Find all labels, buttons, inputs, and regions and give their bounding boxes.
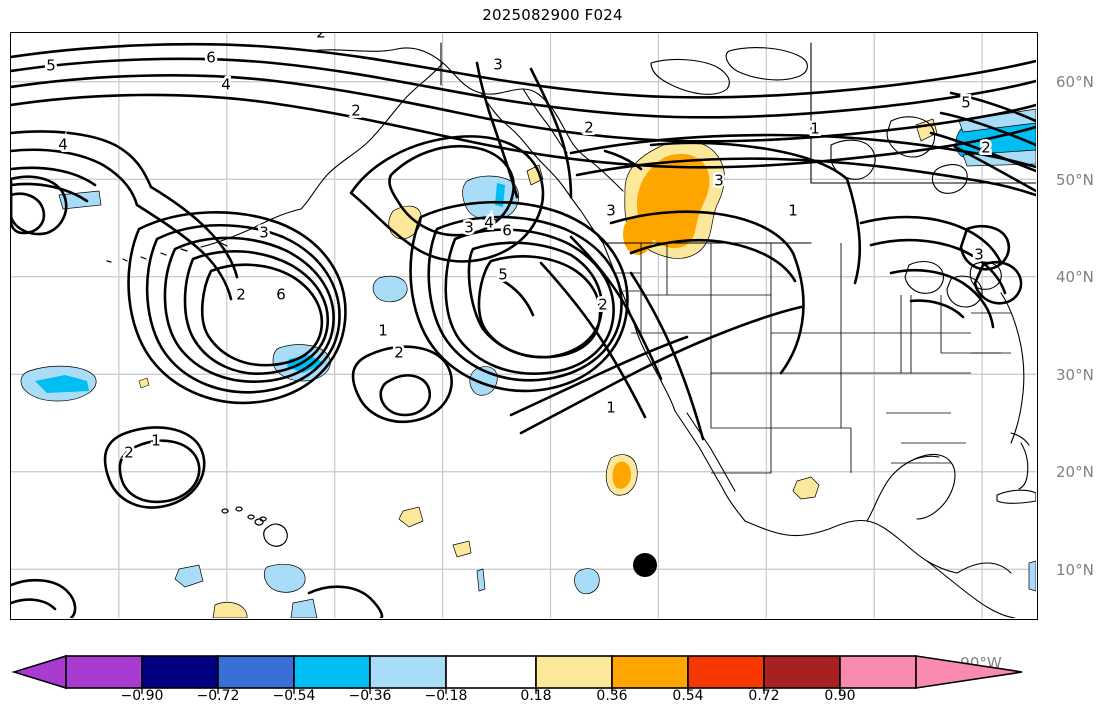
svg-text:4: 4 <box>221 76 231 94</box>
svg-text:3: 3 <box>259 224 269 242</box>
lat-label-10n: 10°N <box>1056 561 1094 579</box>
shade-s-yellow2 <box>452 540 472 558</box>
cb-seg-9 <box>763 655 841 689</box>
svg-text:2: 2 <box>394 344 404 362</box>
shade-s-blue3 <box>574 568 600 595</box>
svg-text:1: 1 <box>151 432 161 450</box>
cb-tick-7: 0.54 <box>672 688 704 704</box>
svg-text:6: 6 <box>502 222 512 240</box>
lat-label-50n: 50°N <box>1056 171 1094 189</box>
shade-s-yellow1 <box>398 506 424 528</box>
svg-text:4: 4 <box>484 214 494 232</box>
shaded-anomalies <box>20 108 1036 618</box>
svg-text:5: 5 <box>961 94 971 112</box>
svg-text:2: 2 <box>124 444 134 462</box>
colorbar-ticks <box>141 688 841 694</box>
svg-text:3: 3 <box>606 202 616 220</box>
cb-seg-1 <box>141 655 219 689</box>
svg-text:2: 2 <box>598 296 608 314</box>
colorbar-svg <box>11 654 1023 694</box>
svg-text:1: 1 <box>378 322 388 340</box>
lat-label-40n: 40°N <box>1056 268 1094 286</box>
state-borders <box>616 243 1011 474</box>
lat-label-30n: 30°N <box>1056 366 1094 384</box>
cb-seg-5 <box>445 655 537 689</box>
cb-seg-0 <box>65 655 143 689</box>
hawaii-islands <box>221 506 288 547</box>
cb-tick-0: −0.90 <box>120 688 164 704</box>
cb-tick-4: −0.18 <box>424 688 468 704</box>
shade-wpac-core4 <box>35 375 89 393</box>
cb-seg-10 <box>839 655 917 689</box>
gridlines <box>11 33 1036 618</box>
svg-text:2: 2 <box>316 33 326 42</box>
svg-text:2: 2 <box>351 102 361 120</box>
shade-baja-core <box>612 461 631 489</box>
svg-text:3: 3 <box>464 219 474 237</box>
svg-text:3: 3 <box>974 246 984 264</box>
cb-tick-2: −0.54 <box>272 688 316 704</box>
svg-text:5: 5 <box>46 57 56 75</box>
svg-text:1: 1 <box>810 120 820 138</box>
svg-text:2: 2 <box>981 139 991 157</box>
cb-seg-4 <box>369 655 447 689</box>
shade-nwpac-blue <box>58 190 102 210</box>
shade-hudson-halo <box>958 108 1036 133</box>
cb-tick-3: −0.36 <box>348 688 392 704</box>
shade-tiny-yellow1 <box>138 377 150 389</box>
shade-s-blue4 <box>476 568 486 592</box>
svg-text:6: 6 <box>276 286 286 304</box>
svg-text:1: 1 <box>606 399 616 417</box>
svg-text:2: 2 <box>584 119 594 137</box>
cb-seg-2 <box>217 655 295 689</box>
shade-east-blue <box>1028 560 1036 592</box>
contour-lines <box>11 42 1036 618</box>
shade-cpac-blue1 <box>372 275 408 303</box>
storm-position-marker <box>633 553 657 577</box>
cb-tick-8: 0.72 <box>748 688 780 704</box>
svg-text:4: 4 <box>58 136 68 154</box>
svg-text:2: 2 <box>236 286 246 304</box>
shade-mexcoast-yellow <box>792 476 820 500</box>
svg-text:3: 3 <box>493 56 503 74</box>
cb-extend-left <box>11 654 67 690</box>
contour-labels: 5 6 4 4 3 2 2 1 5 2 3 3 1 3 3 <box>44 33 994 464</box>
colorbar-swatches <box>11 654 1023 690</box>
cb-tick-5: 0.18 <box>520 688 552 704</box>
cb-seg-3 <box>293 655 371 689</box>
cb-extend-right <box>915 655 1023 689</box>
cb-seg-8 <box>687 655 765 689</box>
cb-tick-6: 0.36 <box>596 688 628 704</box>
cb-tick-1: −0.72 <box>196 688 240 704</box>
lat-label-20n: 20°N <box>1056 463 1094 481</box>
shade-s-blue2 <box>263 563 306 593</box>
shade-s-yellow3 <box>212 601 248 618</box>
map-container: 5 6 4 4 3 2 2 1 5 2 3 3 1 3 3 <box>10 32 1094 672</box>
map-frame: 5 6 4 4 3 2 2 1 5 2 3 3 1 3 3 <box>10 32 1038 620</box>
svg-text:5: 5 <box>498 266 508 284</box>
colorbar: −0.90 −0.72 −0.54 −0.36 −0.18 0.18 0.36 … <box>0 652 1105 712</box>
lat-label-60n: 60°N <box>1056 73 1094 91</box>
shade-idaho-core <box>637 153 710 249</box>
svg-text:1: 1 <box>788 202 798 220</box>
cb-seg-7 <box>611 655 689 689</box>
cb-seg-6 <box>535 655 613 689</box>
shade-s-blue5 <box>290 598 318 618</box>
svg-text:3: 3 <box>714 172 724 190</box>
page-title: 2025082900 F024 <box>482 6 623 24</box>
svg-text:6: 6 <box>206 49 216 67</box>
shade-s-blue1 <box>174 564 204 588</box>
cb-tick-9: 0.90 <box>824 688 856 704</box>
map-canvas: 5 6 4 4 3 2 2 1 5 2 3 3 1 3 3 <box>11 33 1036 618</box>
shade-idaho-lobe <box>623 217 654 255</box>
